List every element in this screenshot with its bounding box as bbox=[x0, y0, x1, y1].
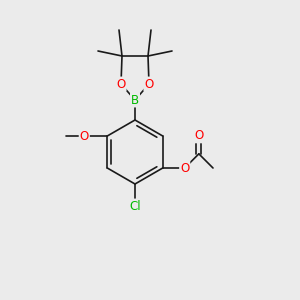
Text: O: O bbox=[144, 77, 154, 91]
Text: O: O bbox=[194, 129, 203, 142]
Text: O: O bbox=[80, 130, 89, 142]
Text: O: O bbox=[116, 77, 126, 91]
Text: O: O bbox=[180, 161, 189, 175]
Text: Cl: Cl bbox=[129, 200, 141, 212]
Text: B: B bbox=[131, 94, 139, 106]
